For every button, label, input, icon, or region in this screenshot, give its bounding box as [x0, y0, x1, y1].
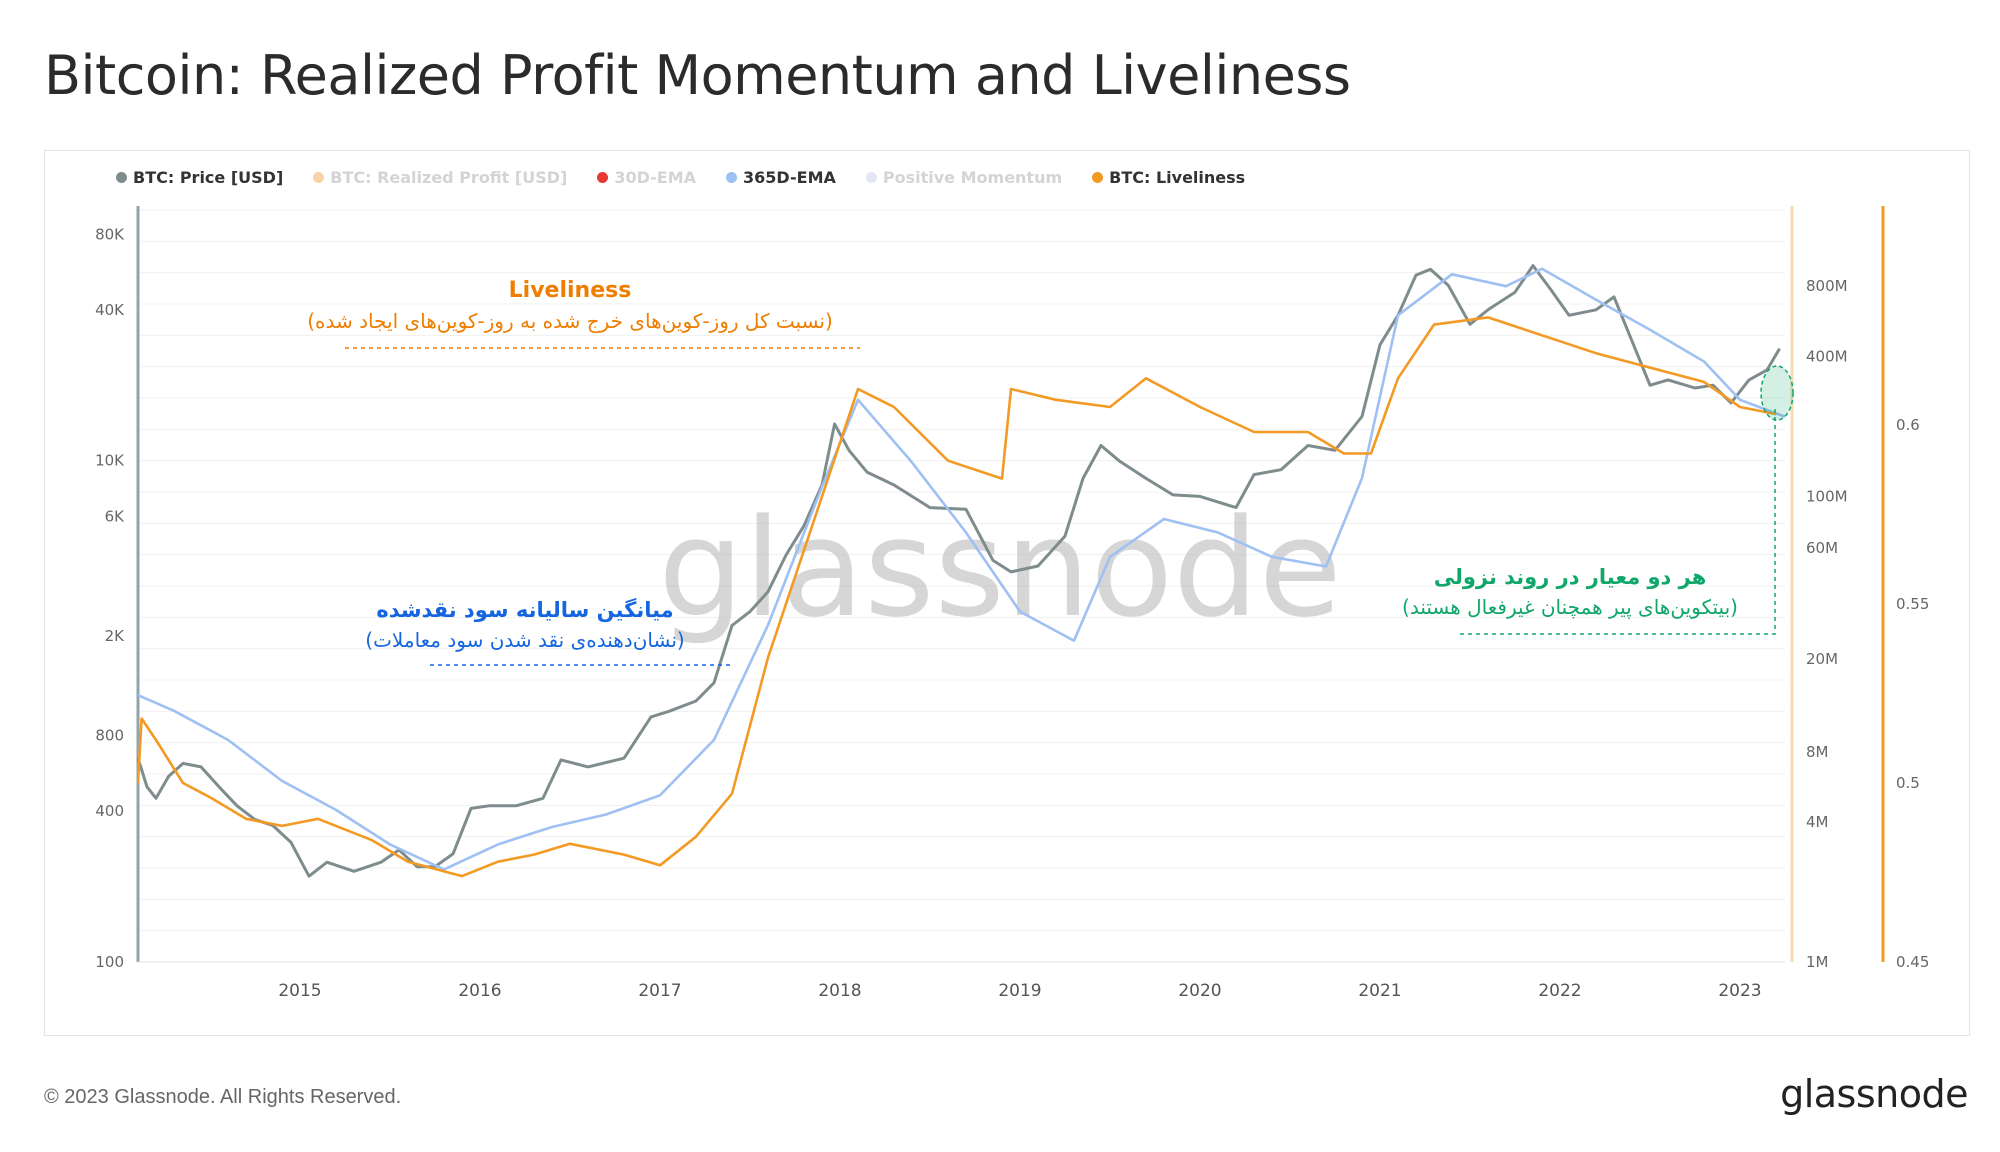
annotation-liveliness-subtitle: (نسبت کل روز-کوین‌های خرج شده به روز-کوی…	[307, 309, 833, 333]
legend-dot-icon	[1092, 172, 1104, 183]
legend-label: Positive Momentum	[882, 168, 1063, 187]
annotation-liveliness: Liveliness (نسبت کل روز-کوین‌های خرج شده…	[270, 278, 870, 333]
annotation-decline: هر دو معیار در روند نزولی (بیتکوین‌های پ…	[1370, 565, 1770, 619]
right-axis-1-tick-label: 8M	[1806, 743, 1829, 761]
right-axis-1-tick-label: 60M	[1806, 539, 1838, 557]
legend-label: 30D-EMA	[614, 168, 697, 187]
axes: 100 400 800 2K 6K 10K 40K 80K 1M 4M 8M 20M 60M 100M 40…	[95, 206, 1929, 1001]
legend-item[interactable]: BTC: Price [USD]	[116, 168, 283, 187]
legend-dot-icon	[865, 172, 877, 183]
x-axis-tick-label: 2023	[1718, 981, 1761, 1001]
annotation-lines	[345, 347, 1794, 666]
annotation-ema: میانگین سالیانه سود نقدشده (نشان‌دهنده‌ی…	[340, 598, 710, 652]
annotation-ema-subtitle: (نشان‌دهنده‌ی نقد شدن سود معاملات)	[365, 628, 685, 652]
legend-label: 365D-EMA	[743, 168, 836, 187]
x-axis-tick-label: 2019	[998, 981, 1041, 1001]
left-axis-tick-label: 80K	[95, 225, 125, 243]
left-axis-tick-label: 100	[95, 953, 124, 971]
series-line-365d-ema	[137, 267, 1786, 871]
annotation-liveliness-title: Liveliness	[508, 278, 632, 303]
left-axis-tick-label: 10K	[95, 452, 125, 470]
annotation-ema-title: میانگین سالیانه سود نقدشده	[376, 598, 674, 622]
page-title: Bitcoin: Realized Profit Momentum and Li…	[44, 44, 1351, 107]
right-axis-1-tick-label: 20M	[1806, 650, 1838, 668]
right-axis-1-tick-label: 800M	[1806, 277, 1848, 295]
x-axis-tick-label: 2018	[818, 981, 861, 1001]
x-axis-tick-label: 2017	[638, 981, 681, 1001]
right-axis-1-tick-label: 1M	[1806, 953, 1829, 971]
series-line-btc-price-usd-	[136, 264, 1781, 878]
left-axis-tick-label: 2K	[105, 627, 126, 645]
left-axis-tick-label: 40K	[95, 301, 125, 319]
legend-item[interactable]: 30D-EMA	[597, 168, 696, 187]
decline-highlight-circle	[1760, 365, 1794, 421]
legend-item[interactable]: 365D-EMA	[726, 168, 836, 187]
legend-dot-icon	[597, 172, 609, 183]
right-axis-2-tick-label: 0.45	[1896, 953, 1929, 971]
legend-dot-icon	[313, 172, 325, 183]
left-axis-tick-label: 800	[95, 727, 124, 745]
watermark: glassnode	[658, 490, 1342, 647]
decline-leader-line	[1460, 405, 1776, 635]
x-axis-tick-label: 2020	[1178, 981, 1221, 1001]
x-axis-tick-label: 2015	[278, 981, 321, 1001]
x-axis-tick-label: 2021	[1358, 981, 1401, 1001]
legend-item[interactable]: BTC: Realized Profit [USD]	[313, 168, 567, 187]
legend-item[interactable]: BTC: Liveliness	[1092, 168, 1245, 187]
legend-dot-icon	[726, 172, 738, 183]
glassnode-logo[interactable]: glassnode	[1780, 1072, 1968, 1116]
right-axis-2-tick-label: 0.6	[1896, 416, 1920, 434]
legend: BTC: Price [USD] BTC: Realized Profit [US…	[116, 168, 1245, 187]
chart-frame	[44, 150, 1970, 1036]
series-line-btc-liveliness	[136, 316, 1777, 878]
annotation-decline-title: هر دو معیار در روند نزولی	[1433, 565, 1707, 589]
right-axis-1-tick-label: 400M	[1806, 347, 1848, 365]
right-axis-1-tick-label: 4M	[1806, 813, 1829, 831]
copyright: © 2023 Glassnode. All Rights Reserved.	[44, 1086, 402, 1108]
annotation-decline-subtitle: (بیتکوین‌های پیر همچنان غیرفعال هستند)	[1402, 595, 1738, 619]
x-axis-tick-label: 2016	[458, 981, 501, 1001]
right-axis-2-tick-label: 0.5	[1896, 774, 1920, 792]
legend-label: BTC: Liveliness	[1109, 168, 1246, 187]
series-group	[136, 264, 1786, 878]
legend-dot-icon	[116, 172, 127, 183]
x-axis-tick-label: 2022	[1538, 981, 1581, 1001]
left-axis-tick-label: 400	[95, 802, 124, 820]
legend-label: BTC: Realized Profit [USD]	[330, 168, 568, 187]
legend-item[interactable]: Positive Momentum	[865, 168, 1063, 187]
legend-label: BTC: Price [USD]	[133, 168, 284, 187]
left-axis-tick-label: 6K	[105, 507, 126, 525]
right-axis-1-tick-label: 100M	[1806, 487, 1848, 505]
right-axis-2-tick-label: 0.55	[1896, 595, 1929, 613]
